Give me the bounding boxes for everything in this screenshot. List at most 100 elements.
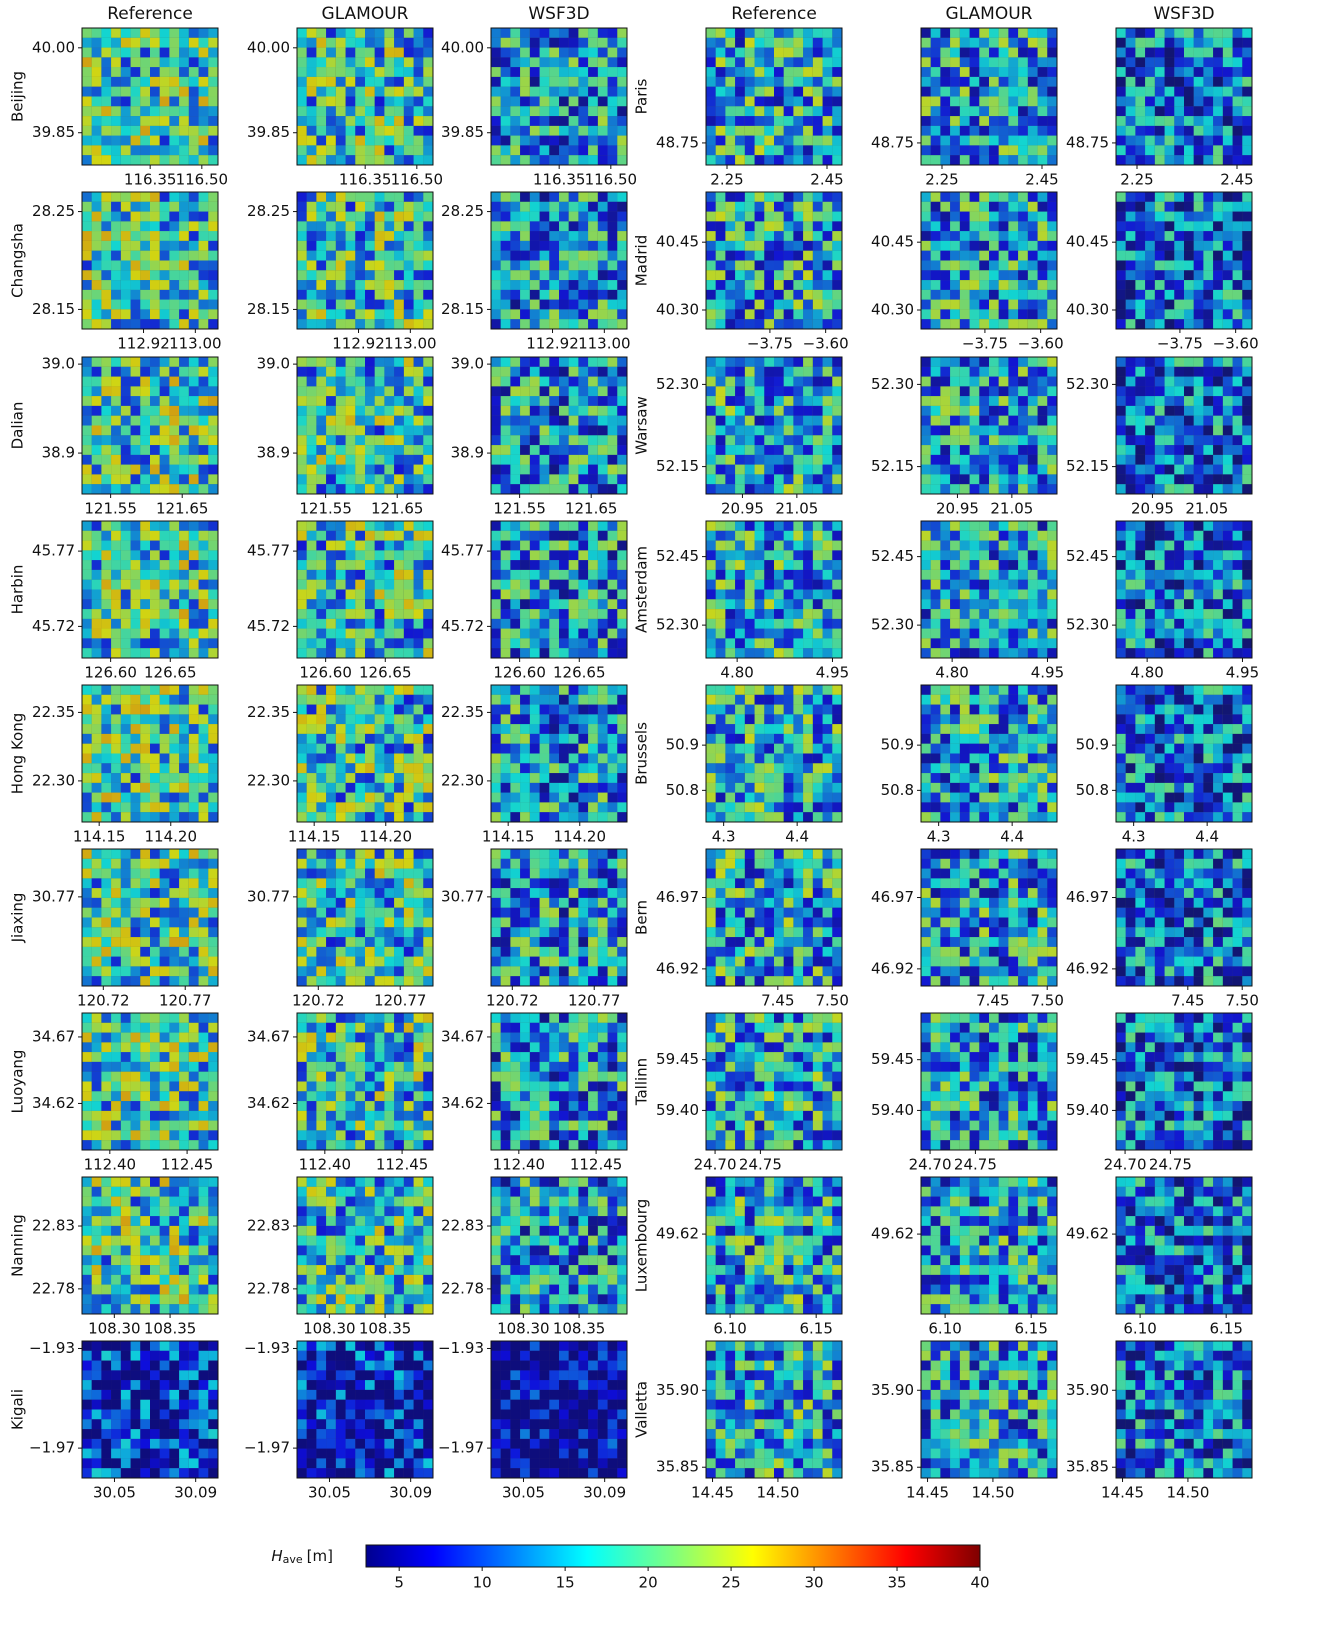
height-cell (588, 1236, 598, 1246)
height-cell (520, 1140, 530, 1150)
height-cell (414, 192, 424, 202)
height-cell (326, 560, 336, 570)
height-cell (530, 87, 540, 97)
height-cell (355, 192, 365, 202)
height-cell (169, 1226, 179, 1236)
height-cell (199, 357, 209, 367)
height-cell (549, 1082, 559, 1092)
height-cell (520, 87, 530, 97)
height-cell (82, 918, 92, 928)
height-cell (549, 300, 559, 310)
height-cell (82, 97, 92, 107)
height-cell (179, 976, 189, 986)
height-cell (394, 812, 404, 822)
height-cell (549, 541, 559, 551)
x-tick-label: 121.65 (565, 500, 618, 518)
height-cell (384, 1246, 394, 1256)
height-cell (394, 802, 404, 812)
height-cell (336, 377, 346, 387)
x-tick-label: 112.92 (332, 335, 385, 353)
height-cell (189, 474, 199, 484)
height-cell (394, 241, 404, 251)
height-cell (101, 136, 111, 146)
height-cell (404, 1294, 414, 1304)
height-cell (150, 1246, 160, 1256)
height-cell (169, 1255, 179, 1265)
height-cell (617, 67, 627, 77)
height-cell (346, 869, 356, 879)
height-cell (355, 202, 365, 212)
height-cell (346, 396, 356, 406)
height-cell (375, 629, 385, 639)
height-cell (92, 802, 102, 812)
height-cell (140, 580, 150, 590)
height-cell (491, 793, 501, 803)
height-cell (150, 28, 160, 38)
height-cell (150, 859, 160, 869)
height-cell (101, 367, 111, 377)
height-cell (578, 77, 588, 87)
height-cell (569, 648, 579, 658)
height-cell (208, 465, 218, 475)
height-cell (169, 386, 179, 396)
height-cell (355, 1062, 365, 1072)
height-cell (588, 1216, 598, 1226)
height-cell (540, 888, 550, 898)
height-cell (208, 97, 218, 107)
height-cell (208, 859, 218, 869)
height-cell (111, 918, 121, 928)
height-cell (578, 465, 588, 475)
height-cell (131, 609, 141, 619)
height-cell (549, 1091, 559, 1101)
height-cell (111, 802, 121, 812)
height-cell (101, 908, 111, 918)
height-cell (501, 319, 511, 329)
height-cell (189, 521, 199, 531)
height-cell (169, 976, 179, 986)
height-cell (404, 541, 414, 551)
height-cell (530, 908, 540, 918)
height-cell (404, 1121, 414, 1131)
height-cell (111, 609, 121, 619)
height-cell (316, 812, 326, 822)
height-cell (140, 599, 150, 609)
height-cell (169, 1206, 179, 1216)
height-cell (336, 714, 346, 724)
height-cell (101, 1216, 111, 1226)
height-cell (140, 570, 150, 580)
height-cell (549, 28, 559, 38)
height-cell (491, 918, 501, 928)
height-cell (92, 280, 102, 290)
height-cell (491, 1177, 501, 1187)
height-cell (588, 406, 598, 416)
height-cell (617, 192, 627, 202)
height-cell (549, 212, 559, 222)
height-cell (355, 106, 365, 116)
height-cell (169, 918, 179, 928)
height-cell (549, 251, 559, 261)
height-cell (326, 145, 336, 155)
height-cell (307, 849, 317, 859)
y-tick-label: 28.15 (247, 300, 290, 318)
height-cell (121, 1216, 131, 1226)
height-cell (549, 908, 559, 918)
height-cell (140, 87, 150, 97)
height-cell (540, 1187, 550, 1197)
height-cell (208, 38, 218, 48)
height-cell (414, 367, 424, 377)
height-cell (326, 106, 336, 116)
height-cell (394, 1013, 404, 1023)
height-cell (608, 426, 618, 436)
map-panel (82, 521, 218, 658)
height-cell (111, 1265, 121, 1275)
height-cell (578, 367, 588, 377)
height-cell (92, 474, 102, 484)
height-cell (150, 126, 160, 136)
height-cell (140, 560, 150, 570)
height-cell (140, 802, 150, 812)
y-tick-label: 38.9 (42, 444, 75, 462)
height-cell (394, 319, 404, 329)
height-cell (501, 937, 511, 947)
height-cell (179, 1062, 189, 1072)
height-cell (384, 300, 394, 310)
